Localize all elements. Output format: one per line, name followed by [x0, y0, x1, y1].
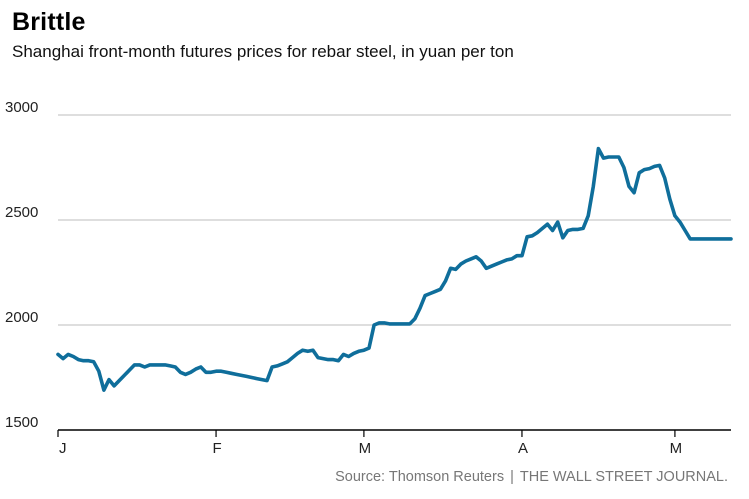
source-credit: Source: Thomson Reuters | THE WALL STREET … [335, 469, 728, 485]
gridlines: 1500 2000 2500 3000 [5, 99, 731, 431]
x-tick-label-2: M [359, 440, 372, 457]
y-tick-label-3000: 3000 [5, 99, 38, 116]
line-chart: 1500 2000 2500 3000 J F M A M [5, 99, 733, 457]
chart-title: Brittle [12, 8, 86, 36]
chart-subtitle: Shanghai front-month futures prices for … [12, 42, 514, 61]
y-tick-label-2500: 2500 [5, 204, 38, 221]
series-layer [56, 146, 733, 392]
y-tick-label-1500: 1500 [5, 414, 38, 431]
x-tick-label-4: M [670, 440, 683, 457]
source-separator: | [510, 469, 514, 485]
x-tick-label-0: J [59, 440, 67, 457]
x-tick-label-1: F [212, 440, 221, 457]
source-text: Source: Thomson Reuters [335, 469, 505, 485]
publisher-text: THE WALL STREET JOURNAL. [519, 469, 728, 485]
x-tick-label-3: A [518, 440, 528, 457]
series-line-0 [56, 146, 733, 392]
y-tick-label-2000: 2000 [5, 309, 38, 326]
